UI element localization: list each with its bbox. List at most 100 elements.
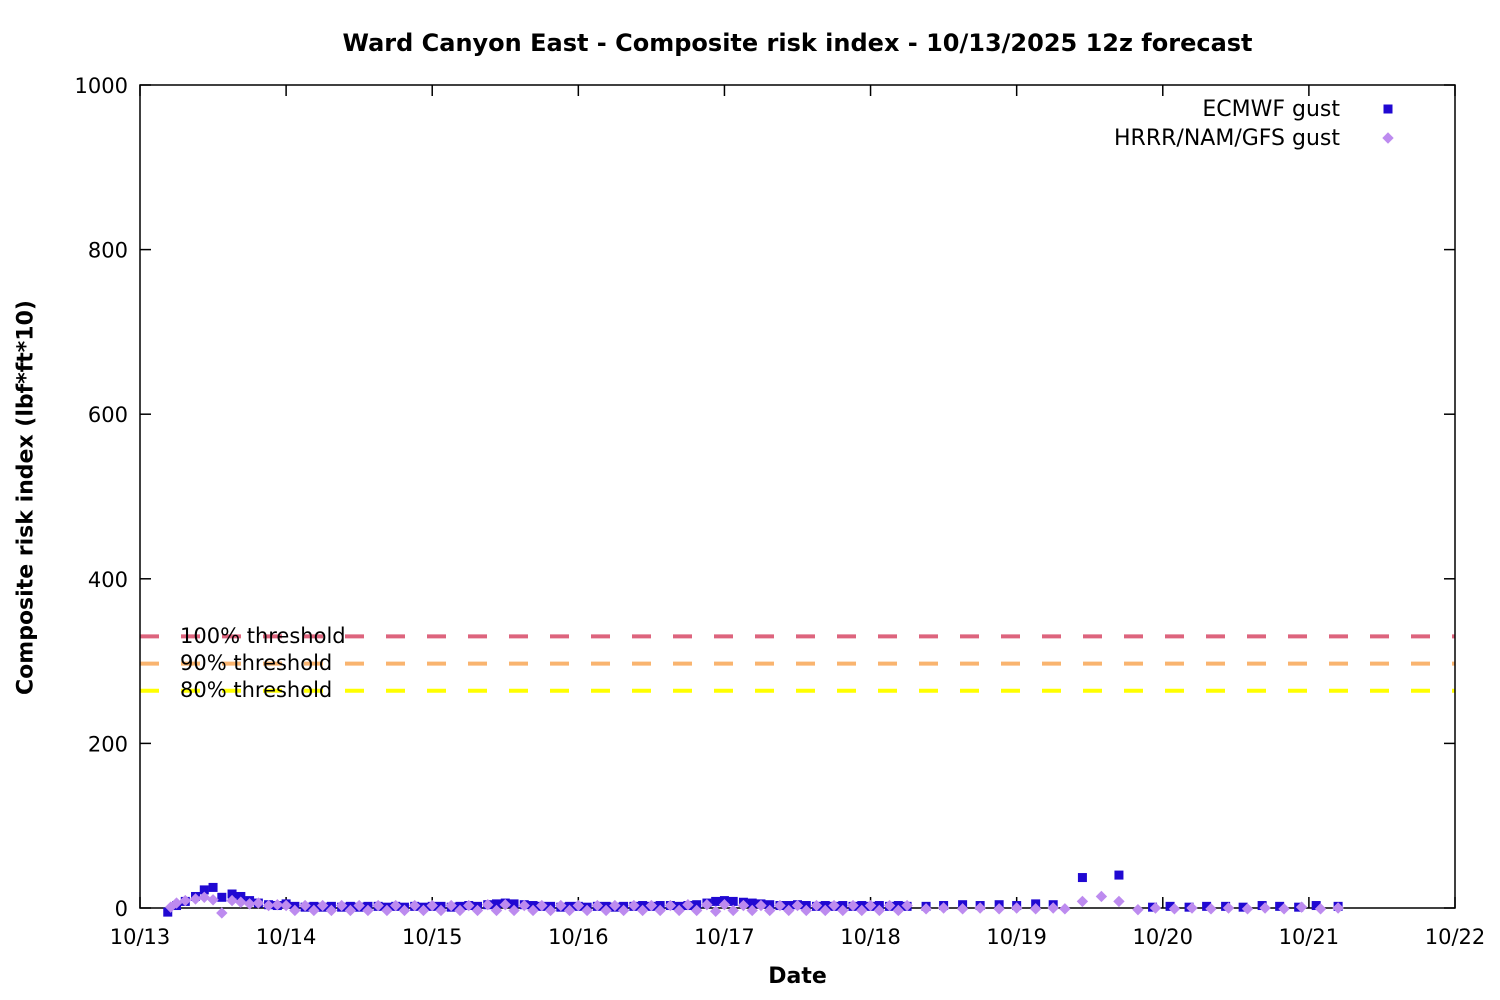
hrrr-nam-gfs-point — [252, 897, 265, 909]
hrrr-nam-gfs-point — [791, 899, 804, 912]
hrrr-nam-gfs-point — [783, 904, 795, 917]
hrrr-nam-gfs-point — [974, 902, 986, 914]
ecmwf-point — [163, 907, 173, 917]
hrrr-nam-gfs-point — [1113, 895, 1125, 908]
hrrr-nam-gfs-point — [654, 904, 666, 917]
hrrr-nam-gfs-point — [1241, 903, 1254, 915]
hrrr-nam-gfs-point — [280, 899, 292, 912]
hrrr-nam-gfs-point — [645, 899, 658, 912]
threshold-label-80: 80% threshold — [180, 678, 333, 702]
hrrr-nam-gfs-point — [1332, 902, 1344, 914]
hrrr-nam-gfs-point — [617, 904, 630, 917]
legend-item-hrrr-nam-gfs: HRRR/NAM/GFS gust — [1114, 124, 1340, 153]
hrrr-nam-gfs-point — [581, 904, 593, 917]
legend-label-ecmwf: ECMWF gust — [1202, 97, 1340, 122]
legend-label-hrrr-nam-gfs: HRRR/NAM/GFS gust — [1114, 126, 1340, 151]
ecmwf-point — [236, 891, 246, 901]
hrrr-nam-gfs-point — [690, 904, 703, 917]
hrrr-nam-gfs-point — [572, 899, 585, 912]
hrrr-nam-gfs-point — [847, 899, 859, 912]
hrrr-nam-gfs-point — [490, 904, 503, 917]
hrrr-nam-gfs-point — [718, 899, 731, 911]
hrrr-nam-gfs-point — [1029, 903, 1042, 915]
y-tick-label: 800 — [88, 239, 128, 263]
hrrr-nam-gfs-point — [289, 904, 301, 917]
x-tick-label: 10/16 — [548, 925, 609, 949]
plot-border — [139, 84, 1456, 909]
hrrr-nam-gfs-point — [591, 899, 604, 912]
hrrr-nam-gfs-point — [353, 899, 365, 912]
hrrr-nam-gfs-point — [673, 904, 685, 917]
hrrr-nam-gfs-point — [189, 893, 202, 905]
ecmwf-point — [509, 899, 519, 909]
y-tick-label: 0 — [115, 897, 128, 921]
hrrr-nam-gfs-point — [600, 904, 612, 917]
hrrr-nam-gfs-point — [810, 899, 823, 912]
hrrr-nam-gfs-point — [544, 904, 557, 917]
hrrr-nam-gfs-point — [463, 899, 475, 912]
hrrr-nam-gfs-point — [864, 899, 877, 912]
legend-marker-ecmwf — [1383, 104, 1393, 114]
hrrr-nam-gfs-point — [609, 899, 621, 912]
hrrr-nam-gfs-point — [1076, 895, 1089, 908]
legend-marker-hrrr-nam-gfs — [1382, 132, 1394, 144]
hrrr-nam-gfs-point — [454, 904, 466, 917]
hrrr-nam-gfs-point — [664, 899, 677, 912]
hrrr-nam-gfs-point — [1149, 902, 1162, 914]
hrrr-nam-gfs-point — [499, 899, 511, 911]
hrrr-nam-gfs-point — [883, 899, 896, 912]
ecmwf-point — [492, 899, 502, 909]
x-tick-label: 10/21 — [1279, 925, 1340, 949]
x-tick-label: 10/20 — [1133, 925, 1194, 949]
hrrr-nam-gfs-point — [527, 904, 539, 917]
hrrr-nam-gfs-point — [873, 904, 886, 917]
hrrr-nam-gfs-point — [1010, 902, 1023, 914]
hrrr-nam-gfs-point — [755, 899, 767, 912]
hrrr-nam-gfs-point — [435, 904, 447, 917]
hrrr-nam-gfs-point — [243, 898, 256, 910]
hrrr-nam-gfs-point — [226, 894, 238, 907]
hrrr-nam-gfs-point — [1314, 903, 1327, 915]
ecmwf-point — [1275, 901, 1285, 911]
ecmwf-point — [1114, 870, 1124, 880]
hrrr-nam-gfs-point — [1168, 903, 1181, 915]
y-tick-label: 600 — [88, 403, 128, 427]
hrrr-nam-gfs-point — [381, 904, 393, 917]
ecmwf-point — [1165, 901, 1175, 911]
hrrr-nam-gfs-point — [682, 899, 694, 911]
x-tick-label: 10/18 — [840, 925, 901, 949]
hrrr-nam-gfs-point — [892, 904, 905, 917]
hrrr-nam-gfs-point — [508, 904, 520, 917]
hrrr-nam-gfs-point — [389, 899, 402, 912]
y-tick-label: 1000 — [75, 74, 128, 98]
hrrr-nam-gfs-point — [1059, 903, 1071, 915]
hrrr-nam-gfs-point — [482, 899, 494, 911]
hrrr-nam-gfs-point — [819, 904, 831, 917]
hrrr-nam-gfs-point — [746, 904, 758, 917]
hrrr-nam-gfs-point — [408, 899, 421, 912]
hrrr-nam-gfs-point — [1295, 901, 1308, 913]
ecmwf-point — [711, 896, 721, 906]
hrrr-nam-gfs-point — [362, 904, 374, 917]
ecmwf-point — [692, 900, 702, 910]
hrrr-nam-gfs-point — [701, 899, 713, 911]
hrrr-nam-gfs-point — [471, 904, 484, 917]
hrrr-nam-gfs-point — [308, 904, 320, 917]
hrrr-nam-gfs-point — [800, 904, 812, 917]
hrrr-nam-gfs-point — [636, 904, 649, 917]
ecmwf-point — [199, 885, 209, 895]
threshold-label-100: 100% threshold — [180, 624, 346, 648]
hrrr-nam-gfs-point — [837, 904, 849, 917]
ecmwf-point — [208, 882, 218, 892]
hrrr-nam-gfs-point — [737, 899, 750, 912]
hrrr-nam-gfs-point — [563, 904, 576, 917]
legend-item-ecmwf: ECMWF gust — [1114, 95, 1340, 124]
ecmwf-point — [1238, 902, 1248, 912]
x-tick-label: 10/14 — [256, 925, 317, 949]
hrrr-nam-gfs-point — [956, 903, 969, 915]
hrrr-nam-gfs-point — [198, 891, 210, 904]
hrrr-nam-gfs-point — [1095, 890, 1108, 903]
hrrr-nam-gfs-point — [764, 904, 776, 917]
